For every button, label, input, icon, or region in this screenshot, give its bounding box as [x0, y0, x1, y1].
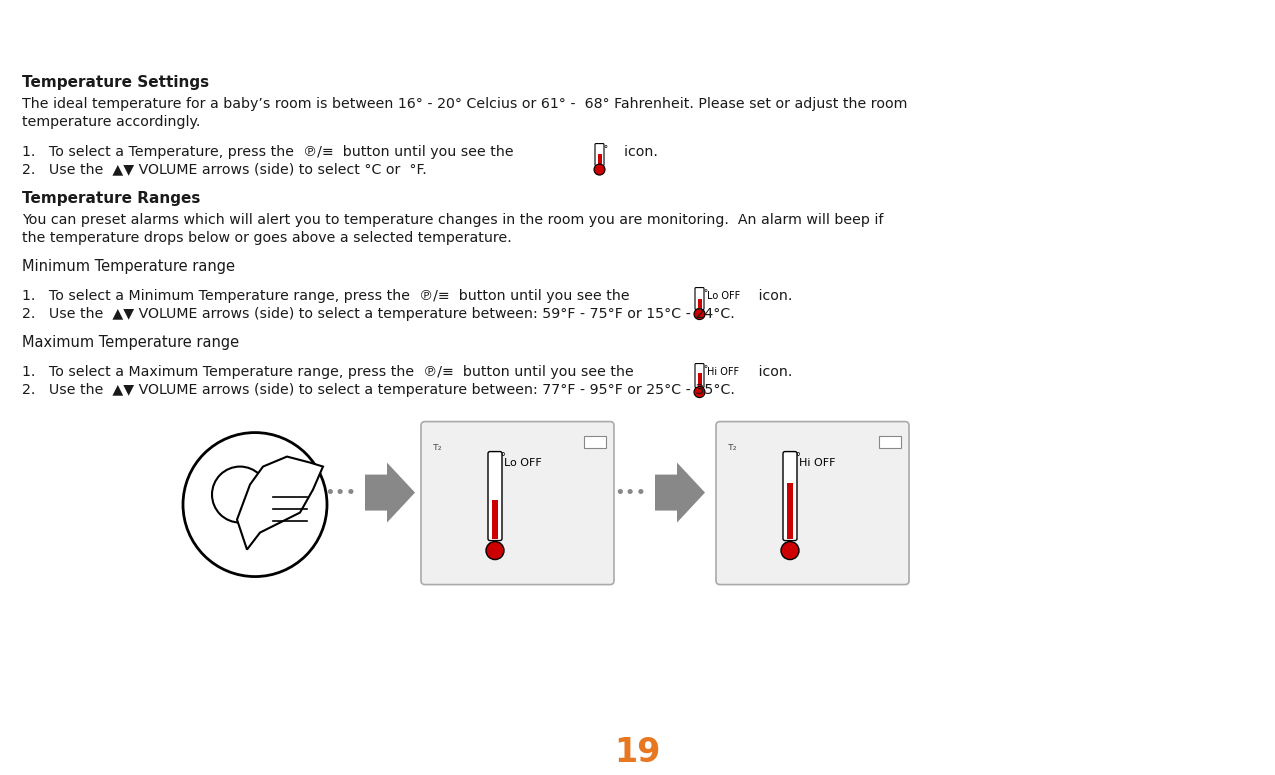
Bar [492, 501, 499, 539]
Text: icon.: icon. [745, 364, 792, 378]
Polygon shape [237, 456, 323, 549]
Text: 2.   Use the  ▲▼ VOLUME arrows (side) to select a temperature between: 77°F - 95: 2. Use the ▲▼ VOLUME arrows (side) to se… [22, 383, 734, 397]
Text: •••: ••• [324, 484, 356, 501]
Circle shape [694, 308, 705, 319]
Bar [697, 298, 701, 308]
Text: Lo OFF: Lo OFF [504, 457, 542, 467]
Text: °: ° [704, 366, 708, 374]
Text: °: ° [500, 453, 505, 463]
Text: °: ° [704, 290, 708, 298]
Bar [878, 436, 901, 448]
FancyBboxPatch shape [595, 143, 604, 166]
Text: Lo OFF: Lo OFF [708, 291, 741, 301]
Text: 19: 19 [615, 736, 660, 769]
Circle shape [212, 467, 268, 522]
Text: 1.   To select a Temperature, press the  ℗/≡  button until you see the: 1. To select a Temperature, press the ℗/… [22, 145, 514, 159]
Text: Temperature Settings: Temperature Settings [22, 74, 209, 90]
Polygon shape [655, 463, 705, 522]
Text: ᴛ₂: ᴛ₂ [434, 442, 442, 452]
Bar [598, 153, 602, 164]
Text: °: ° [603, 146, 608, 154]
Text: 1.   To select a Maximum Temperature range, press the  ℗/≡  button until you see: 1. To select a Maximum Temperature range… [22, 364, 634, 378]
Text: Hi OFF: Hi OFF [799, 457, 835, 467]
Text: icon.: icon. [615, 145, 658, 159]
Text: Maximum Temperature range: Maximum Temperature range [22, 335, 240, 350]
Text: ᴛ₂: ᴛ₂ [728, 442, 738, 452]
Bar [697, 373, 701, 387]
Circle shape [486, 542, 504, 560]
Circle shape [184, 432, 326, 577]
Bar [787, 484, 793, 539]
Text: Hi OFF: Hi OFF [708, 367, 740, 377]
Text: You can preset alarms which will alert you to temperature changes in the room yo: You can preset alarms which will alert y… [22, 212, 884, 226]
Text: Temperature Ranges: Temperature Ranges [22, 191, 200, 205]
Bar [584, 436, 606, 448]
Text: The ideal temperature for a baby’s room is between 16° - 20° Celcius or 61° -  6: The ideal temperature for a baby’s room … [22, 97, 908, 111]
Text: 2.   Use the  ▲▼ VOLUME arrows (side) to select °C or  °F.: 2. Use the ▲▼ VOLUME arrows (side) to se… [22, 163, 427, 177]
Circle shape [782, 542, 799, 560]
Text: 2.   Use the  ▲▼ VOLUME arrows (side) to select a temperature between: 59°F - 75: 2. Use the ▲▼ VOLUME arrows (side) to se… [22, 307, 734, 321]
FancyBboxPatch shape [695, 363, 704, 388]
FancyBboxPatch shape [488, 452, 502, 541]
Text: icon.: icon. [745, 288, 792, 302]
Polygon shape [365, 463, 414, 522]
Circle shape [594, 164, 606, 175]
Text: the temperature drops below or goes above a selected temperature.: the temperature drops below or goes abov… [22, 231, 511, 245]
Text: OPERATION: OPERATION [17, 19, 205, 46]
Text: °: ° [796, 453, 799, 463]
FancyBboxPatch shape [695, 288, 704, 309]
Text: 1.   To select a Minimum Temperature range, press the  ℗/≡  button until you see: 1. To select a Minimum Temperature range… [22, 288, 630, 302]
Text: Minimum Temperature range: Minimum Temperature range [22, 259, 235, 274]
Circle shape [694, 387, 705, 398]
Text: temperature accordingly.: temperature accordingly. [22, 115, 200, 129]
FancyBboxPatch shape [421, 422, 615, 584]
FancyBboxPatch shape [717, 422, 909, 584]
FancyBboxPatch shape [783, 452, 797, 541]
Text: •••: ••• [613, 484, 646, 501]
